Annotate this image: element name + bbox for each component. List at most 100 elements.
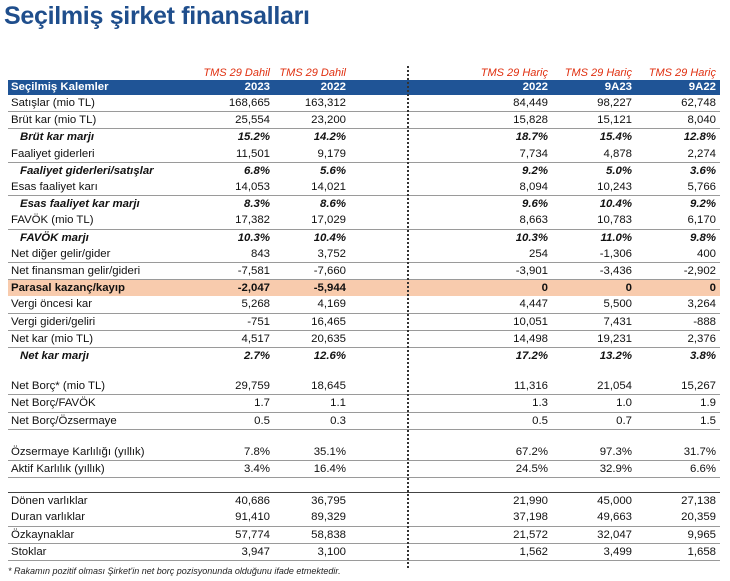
- row-value-col-2023: 0.5: [198, 412, 274, 430]
- row-value-col-9a22: 1.5: [636, 412, 720, 430]
- divider-gap: [410, 492, 418, 510]
- spacer: [350, 245, 410, 264]
- spacer: [350, 196, 410, 213]
- row-label: [8, 478, 198, 493]
- row-value-col-9a22: 20,359: [636, 509, 720, 527]
- table-row: Faaliyet giderleri/satışlar 6.8% 5.6% 9.2% 5…: [8, 162, 720, 179]
- row-label: Net kar (mio TL): [8, 330, 198, 349]
- row-value-col-2023: 29,759: [198, 378, 274, 396]
- row-value-col-9a23: 10.4%: [599, 198, 632, 211]
- spacer: [350, 412, 410, 430]
- row-value-col-2023: 4,517: [198, 330, 274, 349]
- spacer: [350, 478, 410, 493]
- row-value-col-2023: 11,501: [198, 145, 274, 163]
- header-period-col-2022-incl: 2022: [274, 80, 350, 95]
- row-value-col-2022-excl: 0.5: [418, 412, 552, 430]
- row-value-col-2023: 10.3%: [237, 231, 270, 244]
- row-value-col-9a23: 11.0%: [600, 231, 632, 244]
- row-value-col-2023: [198, 429, 274, 444]
- row-value-col-2022-incl: -5,944: [274, 279, 350, 297]
- table-row: Aktif Karlılık (yıllık) 3.4% 16.4% 24.5% 32.…: [8, 460, 720, 479]
- divider-gap: [410, 313, 418, 331]
- divider-gap: [410, 196, 418, 213]
- header-period-col-9a23: 9A23: [552, 80, 636, 95]
- table-row: Duran varlıklar 91,410 89,329 37,198 49,663 2…: [8, 509, 720, 527]
- table-row: Net Borç* (mio TL) 29,759 18,645 11,316 21,0…: [8, 378, 720, 396]
- spacer-row: [8, 478, 720, 493]
- financials-table: TMS 29 Dahil TMS 29 Dahil TMS 29 Hariç TMS …: [8, 66, 720, 562]
- row-label: FAVÖK marjı: [20, 231, 89, 244]
- row-value-col-2022-excl: 18.7%: [515, 131, 548, 144]
- spacer-row: [8, 429, 720, 444]
- row-value-col-9a22: 5,766: [636, 179, 720, 197]
- tms-note-col-9a22: TMS 29 Hariç: [648, 67, 716, 79]
- row-value-col-2022-excl: [418, 364, 552, 378]
- row-label: Brüt kar (mio TL): [8, 111, 198, 130]
- row-value-col-9a23: 10,243: [552, 179, 636, 197]
- period-divider: [407, 66, 409, 568]
- row-value-col-9a22: -2,902: [636, 262, 720, 281]
- row-value-col-9a23: 97.3%: [552, 443, 636, 462]
- row-value-col-9a23: -1,306: [552, 245, 636, 264]
- row-value-col-9a22: 31.7%: [636, 443, 720, 462]
- row-value-col-9a23: 45,000: [552, 492, 636, 510]
- row-value-col-9a22: [636, 364, 720, 378]
- row-label: Aktif Karlılık (yıllık): [8, 460, 198, 479]
- row-value-col-2022-excl: [418, 429, 552, 444]
- spacer: [350, 429, 410, 444]
- row-value-col-2022-excl: 9.6%: [522, 198, 548, 211]
- table-row: Özkaynaklar 57,774 58,838 21,572 32,047 9,965: [8, 526, 720, 544]
- table-row: Vergi öncesi kar 5,268 4,169 4,447 5,500 3,26…: [8, 296, 720, 314]
- spacer: [350, 212, 410, 230]
- row-value-col-2022-excl: 8,094: [418, 179, 552, 197]
- row-value-col-9a22: 9.8%: [690, 231, 716, 244]
- tms-note-row: TMS 29 Dahil TMS 29 Dahil TMS 29 Hariç TMS …: [8, 66, 720, 80]
- row-value-col-2022-incl: 0.3: [274, 412, 350, 430]
- row-value-col-2022-excl: 10.3%: [515, 231, 548, 244]
- row-value-col-2022-incl: 20,635: [274, 330, 350, 349]
- spacer: [350, 145, 410, 163]
- row-value-col-2023: 7.8%: [198, 443, 274, 462]
- table-header-row: Seçilmiş Kalemler 2023 2022 2022 9A23 9A22: [8, 80, 720, 95]
- divider-gap: [410, 526, 418, 544]
- table-row: Net kar marjı 2.7% 12.6% 17.2% 13.2% 3.8%: [8, 348, 720, 365]
- row-value-col-2023: 40,686: [198, 492, 274, 510]
- row-value-col-2022-incl: 16,465: [274, 313, 350, 331]
- row-value-col-9a22: 3.6%: [690, 164, 716, 177]
- row-value-col-9a23: 21,054: [552, 378, 636, 396]
- divider-gap: [410, 478, 418, 493]
- row-value-col-2022-incl: 18,645: [274, 378, 350, 396]
- row-value-col-9a23: 15,121: [552, 111, 636, 130]
- divider-gap: [410, 262, 418, 281]
- row-value-col-9a22: 3,264: [636, 296, 720, 314]
- row-value-col-2022-excl: 84,449: [418, 95, 552, 113]
- divider-gap: [410, 145, 418, 163]
- row-value-col-2022-excl: 1.3: [418, 394, 552, 413]
- row-value-col-9a23: 7,431: [552, 313, 636, 331]
- row-value-col-2022-excl: 7,734: [418, 145, 552, 163]
- table-row: FAVÖK (mio TL) 17,382 17,029 8,663 10,783 6,1…: [8, 212, 720, 230]
- page-title: Seçilmiş şirket finansalları: [4, 2, 310, 30]
- row-value-col-2022-excl: 15,828: [418, 111, 552, 130]
- spacer: [350, 526, 410, 544]
- row-value-col-2022-incl: 1.1: [274, 394, 350, 413]
- row-value-col-2022-excl: 37,198: [418, 509, 552, 527]
- row-value-col-2022-incl: 14,021: [274, 179, 350, 197]
- divider-gap: [410, 162, 418, 179]
- spacer: [350, 111, 410, 130]
- row-value-col-2022-incl: 36,795: [274, 492, 350, 510]
- spacer: [350, 543, 410, 562]
- row-value-col-2022-incl: -7,660: [274, 262, 350, 281]
- row-value-col-9a22: 27,138: [636, 492, 720, 510]
- table-row: FAVÖK marjı 10.3% 10.4% 10.3% 11.0% 9.8%: [8, 229, 720, 246]
- row-label: [8, 429, 198, 444]
- row-value-col-2023: 91,410: [198, 509, 274, 527]
- row-value-col-9a23: 15.4%: [599, 131, 632, 144]
- spacer: [350, 179, 410, 197]
- spacer: [350, 348, 410, 365]
- row-value-col-9a22: 1.9: [636, 394, 720, 413]
- row-value-col-2023: 6.8%: [244, 164, 270, 177]
- row-value-col-2022-incl: 10.4%: [313, 231, 346, 244]
- row-value-col-2022-excl: 254: [418, 245, 552, 264]
- divider-gap: [410, 212, 418, 230]
